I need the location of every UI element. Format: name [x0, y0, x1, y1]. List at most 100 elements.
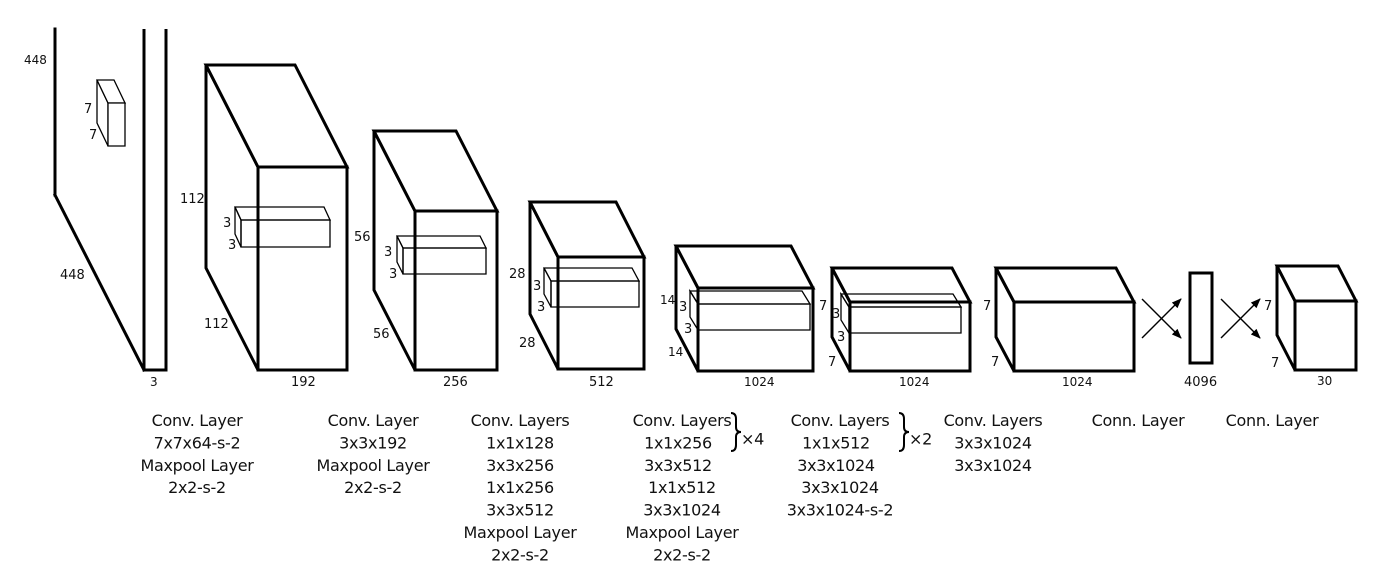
caption-4-line: Maxpool Layer [625, 523, 739, 542]
block5-kernel-box-front-face [848, 306, 962, 334]
block2-cuboid-front-face [413, 209, 499, 372]
fully-connected-arrow-icon [1141, 298, 1182, 339]
block2-kernel-box [395, 235, 488, 275]
block1-cuboid-front-face [256, 165, 349, 372]
caption-5-line: 1x1x512 [802, 433, 870, 452]
block2-height-label: 56 [354, 230, 371, 245]
block5-depth-label: 1024 [899, 375, 930, 389]
block5-kernel2-label: 3 [837, 330, 845, 345]
block3-width-label: 28 [519, 336, 536, 351]
caption-7-line: Conn. Layer [1092, 411, 1185, 430]
output-cuboid-front-face [1293, 299, 1358, 372]
block6-cuboid [993, 266, 1137, 373]
block3-depth-label: 512 [589, 375, 614, 390]
block6-height-label: 7 [983, 299, 991, 314]
block6-depth-label: 1024 [1062, 375, 1093, 389]
block2-depth-label: 256 [443, 375, 468, 390]
block1-cuboid [203, 63, 350, 372]
block3-kernel-box-front-face [550, 280, 640, 308]
block1-width-label: 112 [204, 317, 229, 332]
block5-kernel1-label: 3 [832, 307, 840, 322]
caption-4-line: 1x1x256 [644, 433, 712, 452]
block4-depth-label: 1024 [744, 375, 775, 389]
block2-kernel2-label: 3 [389, 267, 397, 282]
input-height-label: 448 [24, 53, 47, 67]
caption-6-line: 3x3x1024 [954, 456, 1032, 475]
caption-1-line: 2x2-s-2 [168, 478, 226, 497]
block1-kernel1-label: 3 [223, 216, 231, 231]
caption-5-repeat: ×2 [909, 429, 932, 448]
input-kernel-box-front-face [107, 102, 126, 147]
caption-6-line: Conv. Layers [944, 411, 1043, 430]
block5-cuboid [829, 266, 973, 373]
caption-1-line: 7x7x64-s-2 [154, 433, 241, 452]
block4-cuboid-top-face [673, 244, 816, 290]
caption-3-line: 1x1x256 [486, 478, 554, 497]
caption-5-line: 3x3x1024 [797, 456, 875, 475]
block1-depth-label: 192 [291, 375, 316, 390]
block3-kernel1-label: 3 [533, 279, 541, 294]
caption-2-line: 2x2-s-2 [344, 478, 402, 497]
caption-4-line: 1x1x512 [648, 478, 716, 497]
block6-cuboid-top-face [993, 266, 1137, 304]
block3-height-label: 28 [509, 267, 526, 282]
output-height-label: 7 [1264, 299, 1272, 314]
fully-connected-arrow-icon [1220, 298, 1261, 339]
block5-cuboid-front-face [848, 300, 972, 373]
block5-cuboid-top-face [829, 266, 973, 304]
shapes [52, 27, 1359, 373]
block4-kernel-box [688, 288, 812, 333]
caption-5-line: Conv. Layers [791, 411, 890, 430]
fc-layer-bar [1188, 271, 1214, 365]
block3-cuboid [527, 200, 647, 371]
input-image-bottom-edge [52, 192, 147, 373]
input-width-label: 448 [60, 268, 85, 283]
caption-3-line: 1x1x128 [486, 433, 554, 452]
input-kernel-w-label: 7 [89, 128, 97, 143]
block1-kernel2-label: 3 [228, 238, 236, 253]
caption-5-line: 3x3x1024 [801, 478, 879, 497]
block6-cuboid-front-face [1012, 300, 1136, 373]
block5-width-label: 7 [828, 355, 836, 370]
caption-2-line: 3x3x192 [339, 433, 407, 452]
repeat-brace-icon [730, 412, 742, 452]
block3-cuboid-front-face [556, 255, 646, 371]
block1-height-label: 112 [180, 192, 205, 207]
caption-1-line: Conv. Layer [152, 411, 244, 430]
caption-3-line: Maxpool Layer [463, 523, 577, 542]
input-kernel-box [95, 79, 127, 147]
input-channels-label: 3 [150, 375, 158, 389]
caption-4-line: 3x3x1024 [643, 501, 721, 520]
block1-kernel-box-front-face [240, 219, 331, 248]
block4-height-label: 14 [660, 293, 675, 307]
block6-width-label: 7 [991, 355, 999, 370]
caption-3-line: Conv. Layers [471, 411, 570, 430]
caption-5-line: 3x3x1024-s-2 [787, 501, 893, 520]
output-cuboid [1274, 264, 1359, 372]
caption-2-line: Conv. Layer [328, 411, 420, 430]
block3-kernel2-label: 3 [537, 300, 545, 315]
block2-cuboid [371, 129, 500, 372]
block4-kernel-box-front-face [697, 303, 811, 331]
caption-4-line: 3x3x512 [644, 456, 712, 475]
block4-kernel2-label: 3 [684, 322, 692, 337]
block2-kernel1-label: 3 [384, 245, 392, 260]
fc-size-label: 4096 [1184, 375, 1217, 390]
output-depth-label: 30 [1317, 374, 1332, 388]
caption-8-line: Conn. Layer [1226, 411, 1319, 430]
block1-kernel-box [233, 206, 332, 248]
block4-kernel1-label: 3 [679, 300, 687, 315]
caption-4-line: Conv. Layers [633, 411, 732, 430]
output-width-label: 7 [1271, 356, 1279, 371]
caption-3-line: 2x2-s-2 [491, 545, 549, 564]
block5-height-label: 7 [819, 299, 827, 314]
block2-width-label: 56 [373, 327, 390, 342]
repeat-brace-icon [898, 412, 910, 452]
block4-cuboid [673, 244, 816, 373]
caption-2-line: Maxpool Layer [316, 456, 430, 475]
block2-kernel-box-front-face [402, 247, 487, 275]
block3-kernel-box [542, 267, 641, 308]
input-kernel-h-label: 7 [84, 102, 92, 117]
